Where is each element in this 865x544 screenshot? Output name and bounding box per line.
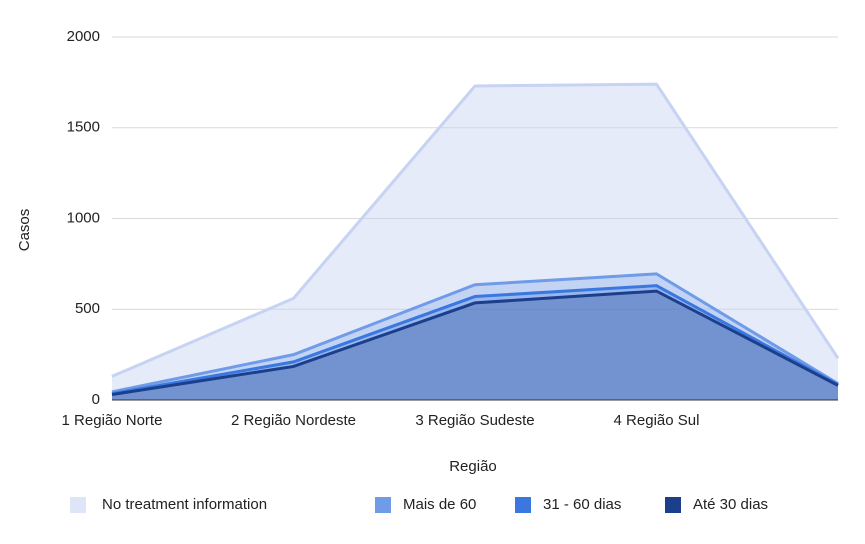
legend-swatch [70,497,86,513]
legend-label: 31 - 60 dias [543,496,621,513]
legend-swatch [515,497,531,513]
y-tick-label: 2000 [67,28,100,45]
area [112,285,838,400]
area-line [111,284,839,396]
area-line [111,289,839,397]
x-tick-label: 3 Região Sudeste [415,412,534,429]
area [112,84,838,400]
area [112,291,838,400]
x-tick-label: 4 Região Sul [614,412,700,429]
x-axis-title: Região [449,458,497,475]
x-tick-label: 1 Região Norte [62,412,163,429]
area [112,273,838,400]
y-tick-label: 500 [75,300,100,317]
legend-label: No treatment information [102,496,267,513]
legend-label: Até 30 dias [693,496,768,513]
area-line [111,272,839,394]
y-axis-title: Casos [16,209,33,252]
area-line [111,82,840,378]
y-tick-label: 0 [92,391,100,408]
legend-swatch [375,497,391,513]
legend-swatch [665,497,681,513]
x-tick-label: 2 Região Nordeste [231,412,356,429]
y-tick-label: 1500 [67,119,100,136]
legend-label: Mais de 60 [403,496,476,513]
y-tick-label: 1000 [67,209,100,226]
